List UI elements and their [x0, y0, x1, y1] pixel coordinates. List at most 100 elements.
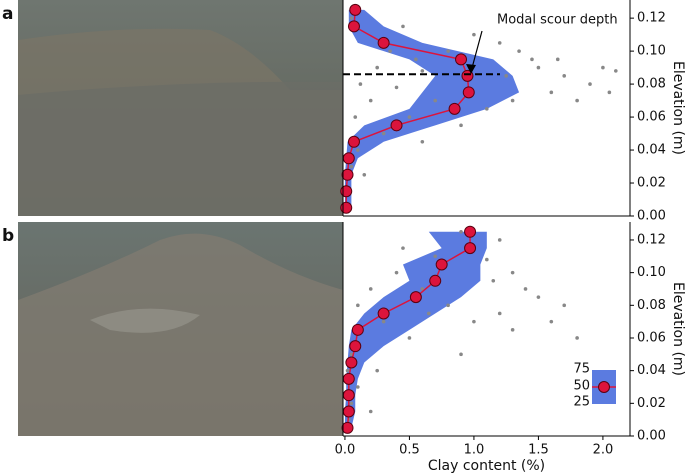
sample-point — [433, 254, 438, 259]
y-tick-label: 0.04 — [637, 143, 666, 158]
x-tick-label: 1.5 — [528, 443, 549, 458]
sample-point — [420, 287, 425, 291]
median-point — [342, 152, 355, 165]
x-tick-label: 2.0 — [593, 443, 614, 458]
sample-point — [349, 401, 354, 406]
legend-label: 75 — [573, 362, 590, 377]
sample-point — [368, 409, 373, 414]
median-point — [340, 201, 353, 214]
sample-point — [504, 74, 508, 78]
sample-point — [420, 69, 425, 73]
sample-point — [536, 65, 541, 70]
median-point — [464, 242, 477, 255]
sample-point — [356, 303, 360, 308]
x-tick-label: 0.5 — [399, 443, 420, 458]
x-axis-label: Clay content (%) — [428, 458, 545, 474]
sample-point — [407, 336, 412, 340]
median-point — [342, 372, 355, 385]
median-point — [462, 86, 475, 99]
sample-point — [549, 90, 554, 95]
sample-point — [353, 115, 358, 119]
median-point — [455, 53, 468, 66]
sample-point — [497, 41, 502, 45]
photo-a — [18, 0, 343, 216]
sample-point — [472, 32, 476, 37]
arrow-head — [466, 64, 476, 74]
sample-point — [485, 107, 489, 111]
y-tick-label: 0.00 — [637, 429, 666, 444]
sample-point — [407, 115, 412, 119]
sample-point — [414, 57, 418, 62]
sample-point — [536, 295, 541, 299]
sample-point — [575, 98, 579, 103]
median-point — [341, 421, 354, 434]
sample-point — [368, 98, 373, 103]
sample-point — [510, 328, 515, 332]
sample-point — [433, 98, 438, 103]
median-point — [435, 258, 448, 271]
sample-point — [510, 98, 515, 103]
sample-point — [368, 287, 373, 291]
y-axis-label: Elevation (m) — [670, 282, 685, 376]
median-point — [345, 356, 358, 369]
y-tick-label: 0.06 — [637, 110, 666, 125]
sample-point — [426, 311, 431, 316]
photo-b — [18, 222, 343, 436]
sample-point — [607, 90, 612, 95]
y-tick-label: 0.02 — [637, 396, 666, 411]
sample-point — [459, 123, 463, 128]
panel-label: b — [2, 226, 14, 246]
sample-point — [459, 230, 463, 234]
sample-point — [601, 65, 605, 70]
sample-point — [375, 65, 379, 70]
sample-point — [588, 82, 592, 86]
y-tick-label: 0.12 — [637, 11, 666, 26]
y-tick-label: 0.04 — [637, 363, 666, 378]
sample-point — [510, 270, 515, 275]
y-tick-label: 0.00 — [637, 209, 666, 224]
median-point — [448, 102, 461, 115]
sample-point — [614, 69, 618, 73]
y-tick-label: 0.12 — [637, 232, 666, 247]
sample-point — [485, 257, 489, 262]
x-tick-label: 0.0 — [335, 443, 356, 458]
panel-label: a — [2, 4, 13, 24]
sample-point — [401, 24, 405, 29]
median-point — [342, 405, 355, 418]
sample-point — [349, 164, 354, 169]
sample-point — [356, 385, 360, 389]
sample-point — [497, 238, 502, 242]
x-tick-label: 1.0 — [464, 443, 485, 458]
sample-point — [446, 303, 450, 308]
sample-point — [401, 246, 405, 250]
sample-point — [575, 336, 579, 340]
median-point — [340, 185, 353, 198]
median-point — [464, 225, 477, 238]
sample-point — [523, 287, 528, 291]
sample-point — [562, 303, 567, 308]
median-point — [342, 389, 355, 402]
sample-point — [530, 57, 534, 62]
median-point — [461, 69, 474, 82]
legend-label: 50 — [573, 379, 590, 394]
y-axis-label: Elevation (m) — [670, 61, 685, 155]
annotation-text: Modal scour depth — [497, 13, 618, 28]
sample-point — [356, 148, 360, 152]
sample-point — [381, 319, 386, 324]
median-point — [349, 340, 362, 353]
sample-point — [375, 368, 379, 373]
y-tick-label: 0.08 — [637, 77, 666, 92]
sample-point — [562, 74, 567, 78]
sample-point — [555, 57, 560, 62]
y-tick-label: 0.08 — [637, 298, 666, 313]
median-point — [347, 135, 360, 148]
sample-point — [394, 270, 399, 275]
sample-point — [362, 172, 367, 177]
sample-point — [345, 368, 350, 373]
sample-point — [388, 49, 392, 53]
sample-point — [446, 49, 450, 53]
median-point — [347, 20, 360, 33]
sample-point — [420, 140, 425, 144]
median-point — [377, 307, 390, 320]
